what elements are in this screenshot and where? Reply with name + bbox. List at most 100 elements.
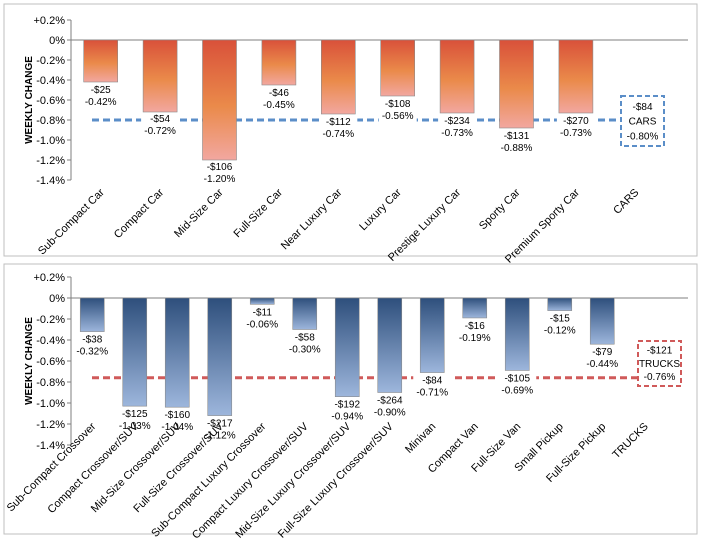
data-label-background xyxy=(498,372,537,397)
bar xyxy=(122,297,148,407)
average-dollar: -$121 xyxy=(647,346,673,357)
data-label-background xyxy=(497,130,536,154)
data-label-dollar: -$25 xyxy=(91,85,111,96)
data-label-dollar: -$16 xyxy=(465,321,485,332)
data-label-background xyxy=(200,417,239,442)
data-label-background xyxy=(158,409,197,434)
data-label-percent: -0.71% xyxy=(416,388,448,399)
data-label-background xyxy=(540,312,579,337)
data-label-percent: -0.56% xyxy=(382,111,414,122)
bar xyxy=(499,39,534,129)
average-box xyxy=(637,340,682,387)
y-tick-label: -1.4% xyxy=(36,175,65,187)
data-label-background xyxy=(455,319,494,344)
data-label-dollar: -$58 xyxy=(295,333,315,344)
data-label-percent: -0.74% xyxy=(322,129,354,140)
data-label-percent: -1.04% xyxy=(161,422,193,433)
y-tick-label: -0.2% xyxy=(36,55,65,67)
data-label-dollar: -$125 xyxy=(122,409,148,420)
data-label-percent: -0.73% xyxy=(560,128,592,139)
data-label-percent: -0.32% xyxy=(76,347,108,358)
average-name: CARS xyxy=(629,117,657,128)
bar xyxy=(83,39,118,83)
y-tick-label: -1.0% xyxy=(36,398,65,410)
y-tick-label: -1.4% xyxy=(36,440,65,452)
data-label-dollar: -$112 xyxy=(326,117,351,128)
data-label-percent: -0.90% xyxy=(374,408,406,419)
chart-panel-2: +0.2% 0% -0.2% -0.4% -0.6% -0.8% -1.0% -1.2% -1.… xyxy=(3,263,698,538)
data-label-dollar: -$84 xyxy=(422,376,442,387)
bar xyxy=(380,39,416,97)
data-label-background xyxy=(319,116,358,140)
average-percent: -0.76% xyxy=(644,372,676,383)
bar xyxy=(292,297,318,330)
data-label-dollar: -$264 xyxy=(377,396,403,407)
bar xyxy=(320,39,356,115)
y-tick-label: -1.2% xyxy=(36,419,65,431)
data-label-percent: -0.94% xyxy=(331,412,363,423)
average-box xyxy=(620,95,665,147)
average-name: TRUCKS xyxy=(639,359,680,370)
data-label-percent: -0.73% xyxy=(441,128,473,139)
data-label-dollar: -$217 xyxy=(207,419,233,430)
data-label-percent: -1.03% xyxy=(119,421,151,432)
y-tick-label: -0.6% xyxy=(36,356,65,368)
data-label-dollar: -$54 xyxy=(150,114,170,125)
bar xyxy=(207,297,233,416)
bar xyxy=(504,297,530,371)
data-label-dollar: -$46 xyxy=(269,88,289,99)
average-dollar: -$84 xyxy=(632,102,652,113)
bar xyxy=(419,297,445,373)
bar xyxy=(377,297,403,393)
y-tick-label: -1.2% xyxy=(36,155,65,167)
data-label-background xyxy=(200,161,239,185)
y-tick-label: -0.4% xyxy=(36,335,65,347)
data-label-percent: -0.06% xyxy=(246,319,278,330)
data-label-percent: -0.44% xyxy=(586,359,618,370)
bar xyxy=(558,39,594,114)
data-label-background xyxy=(285,331,324,356)
data-label-percent: -1.20% xyxy=(204,174,236,185)
data-label-background xyxy=(378,98,417,122)
y-tick-label: -0.6% xyxy=(36,95,65,107)
data-label-dollar: -$108 xyxy=(385,99,411,110)
bar xyxy=(462,297,488,319)
data-label-dollar: -$192 xyxy=(334,400,360,411)
bar xyxy=(261,39,297,86)
data-label-dollar: -$11 xyxy=(253,307,273,318)
data-label-background xyxy=(438,115,477,139)
y-tick-label: -1.0% xyxy=(36,135,65,147)
data-label-dollar: -$105 xyxy=(504,373,530,384)
data-label-dollar: -$15 xyxy=(550,314,570,325)
bar xyxy=(334,297,360,397)
data-label-percent: -0.19% xyxy=(459,333,491,344)
average-percent: -0.80% xyxy=(627,131,659,142)
data-label-dollar: -$79 xyxy=(592,347,612,358)
y-tick-label: -0.2% xyxy=(36,314,65,326)
bar xyxy=(589,297,615,345)
data-label-percent: -0.72% xyxy=(144,126,176,137)
bar xyxy=(547,297,573,311)
data-label-percent: -0.12% xyxy=(544,326,576,337)
y-tick-label: +0.2% xyxy=(34,15,66,27)
bar xyxy=(79,297,105,332)
y-tick-label: 0% xyxy=(49,293,65,305)
bar xyxy=(439,39,475,114)
bar xyxy=(249,297,275,305)
data-label-background xyxy=(328,398,367,423)
y-tick-label: -0.8% xyxy=(36,115,65,127)
data-label-percent: -0.30% xyxy=(289,345,321,356)
data-label-dollar: -$106 xyxy=(207,162,233,173)
data-label-dollar: -$270 xyxy=(563,116,589,127)
data-label-dollar: -$38 xyxy=(82,335,102,346)
y-tick-label: -0.8% xyxy=(36,377,65,389)
data-label-dollar: -$131 xyxy=(504,131,530,142)
data-label-background xyxy=(81,84,120,108)
data-label-percent: -0.88% xyxy=(501,143,533,154)
y-axis-title: WEEKLY CHANGE xyxy=(24,56,35,144)
y-tick-label: -0.4% xyxy=(36,75,65,87)
chart-panel-1: +0.2% 0% -0.2% -0.4% -0.6% -0.8% -1.0% -1.2% -1.… xyxy=(3,3,698,266)
data-label-background xyxy=(413,374,452,399)
data-label-background xyxy=(73,333,112,358)
